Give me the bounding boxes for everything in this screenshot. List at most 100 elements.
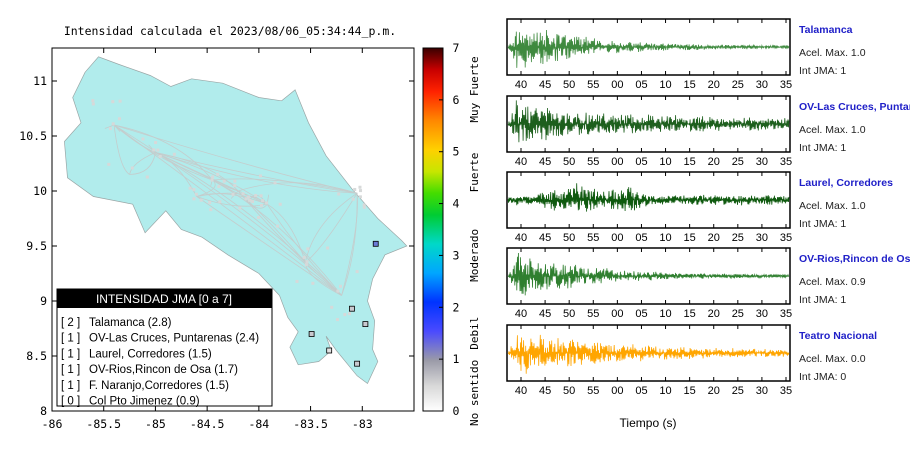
background-station-marker bbox=[154, 141, 158, 145]
waveform-x-tick-label: 35 bbox=[780, 79, 792, 91]
legend-item-label: Laurel, Corredores (1.5) bbox=[89, 348, 212, 360]
road-line bbox=[305, 192, 358, 263]
road-line bbox=[113, 124, 213, 181]
background-station-marker bbox=[248, 198, 252, 202]
background-station-marker bbox=[141, 137, 145, 141]
waveform-x-tick-label: 15 bbox=[684, 156, 696, 168]
max-acceleration: Acel. Max. 0.9 bbox=[799, 276, 866, 288]
intensity-station-marker bbox=[354, 360, 361, 367]
legend-title: INTENSIDAD JMA [0 a 7] bbox=[96, 292, 232, 306]
intensity-station-marker bbox=[308, 331, 315, 337]
map-y-tick-label: 10.5 bbox=[19, 129, 47, 143]
waveform-x-tick-label: 35 bbox=[780, 308, 792, 320]
waveform-x-tick-label: 00 bbox=[611, 232, 623, 244]
waveform-x-tick-label: 55 bbox=[587, 156, 599, 168]
waveform-x-tick-label: 30 bbox=[756, 385, 768, 397]
waveform-x-tick-label: 40 bbox=[515, 232, 527, 244]
waveform-trace bbox=[507, 100, 790, 143]
waveform-x-tick-label: 40 bbox=[515, 308, 527, 320]
background-station-marker bbox=[172, 152, 176, 156]
colorbar-tick-label: 4 bbox=[453, 197, 460, 211]
map-y-tick-label: 11 bbox=[33, 74, 47, 88]
background-station-marker bbox=[244, 197, 248, 201]
background-station-marker bbox=[358, 185, 362, 189]
background-station-marker bbox=[304, 263, 308, 267]
road-line bbox=[266, 203, 306, 263]
waveform-x-tick-label: 05 bbox=[635, 385, 647, 397]
legend-items: [ 2 ] Talamanca (2.8) [ 1 ] OV-Las Cruces, … bbox=[61, 317, 259, 408]
background-station-marker bbox=[218, 200, 222, 204]
background-station-marker bbox=[330, 305, 334, 309]
map-y-tick-label: 8.5 bbox=[26, 349, 47, 363]
background-station-marker bbox=[362, 203, 366, 207]
waveform-x-tick-label: 25 bbox=[732, 308, 744, 320]
map-y-tick-label: 10 bbox=[33, 184, 47, 198]
waveform-x-tick-label: 10 bbox=[659, 156, 671, 168]
waveform-x-tick-label: 25 bbox=[732, 79, 744, 91]
waveform-x-tick-label: 50 bbox=[563, 232, 575, 244]
background-station-marker bbox=[118, 99, 122, 103]
background-station-marker bbox=[211, 175, 215, 179]
background-station-marker bbox=[210, 178, 214, 182]
map-x-tick-label: -84 bbox=[248, 417, 269, 431]
legend-item-level: [ 0 ] bbox=[61, 396, 80, 408]
background-station-marker bbox=[276, 224, 280, 228]
waveform-panel: 40 45 50 55 00 05 10 15 20 25 30 35 Talamanca Acel. M… bbox=[506, 18, 866, 91]
legend-item-level: [ 2 ] bbox=[61, 317, 80, 329]
colorbar-tick-label: 3 bbox=[453, 248, 460, 262]
waveform-x-tick-label: 45 bbox=[539, 156, 551, 168]
waveform-x-tick-label: 30 bbox=[756, 156, 768, 168]
waveform-trace bbox=[507, 252, 790, 296]
waveform-x-tick-label: 55 bbox=[587, 308, 599, 320]
background-station-marker bbox=[111, 122, 115, 126]
legend-item-label: OV-Las Cruces, Puntarenas (2.4) bbox=[89, 333, 259, 345]
legend-item-level: [ 1 ] bbox=[61, 380, 80, 392]
station-name: Talamanca bbox=[799, 24, 853, 36]
background-station-marker bbox=[302, 255, 306, 259]
background-station-marker bbox=[259, 203, 263, 207]
background-station-marker bbox=[273, 181, 277, 185]
waveform-x-tick-label: 20 bbox=[708, 79, 720, 91]
background-station-marker bbox=[254, 193, 258, 197]
waveform-x-tick-label: 25 bbox=[732, 232, 744, 244]
colorbar-category-label: Moderado bbox=[468, 229, 481, 282]
intensity-legend: INTENSIDAD JMA [0 a 7] [ 2 ] Talamanca (2… bbox=[56, 288, 273, 408]
waveform-x-tick-label: 15 bbox=[684, 79, 696, 91]
colorbar bbox=[422, 47, 444, 412]
waveform-x-tick-label: 10 bbox=[659, 79, 671, 91]
background-station-marker bbox=[257, 216, 261, 220]
background-station-marker bbox=[231, 192, 235, 196]
road-line bbox=[113, 124, 130, 175]
waveform-x-tick-label: 05 bbox=[635, 232, 647, 244]
background-station-marker bbox=[343, 313, 347, 317]
waveform-x-tick-label: 55 bbox=[587, 385, 599, 397]
background-station-marker bbox=[216, 172, 220, 176]
road-line bbox=[238, 182, 358, 194]
road-line bbox=[104, 124, 115, 129]
max-acceleration: Acel. Max. 1.0 bbox=[799, 200, 866, 212]
background-station-marker bbox=[336, 289, 340, 293]
road-line bbox=[196, 193, 268, 205]
waveform-x-tick-label: 20 bbox=[708, 156, 720, 168]
jma-intensity: Int JMA: 1 bbox=[799, 142, 846, 154]
waveform-x-tick-label: 35 bbox=[780, 156, 792, 168]
station-name: OV-Rios,Rincon de Osa bbox=[799, 253, 910, 265]
waveform-x-tick-label: 30 bbox=[756, 308, 768, 320]
colorbar-category-label: Debil bbox=[468, 317, 481, 350]
background-station-marker bbox=[91, 102, 95, 106]
waveform-panel: 40 45 50 55 00 05 10 15 20 25 30 35 OV-Las Cruces, P… bbox=[506, 95, 910, 168]
jma-intensity: Int JMA: 0 bbox=[799, 371, 846, 383]
legend-item-label: Talamanca (2.8) bbox=[89, 317, 172, 329]
waveform-x-tick-label: 30 bbox=[756, 232, 768, 244]
waveform-x-tick-label: 40 bbox=[515, 156, 527, 168]
legend-box bbox=[56, 288, 273, 407]
background-station-marker bbox=[359, 189, 363, 193]
background-station-marker bbox=[335, 318, 339, 322]
background-station-marker bbox=[355, 270, 359, 274]
background-station-marker bbox=[194, 192, 198, 196]
colorbar-tick-label: 1 bbox=[453, 352, 460, 366]
background-station-marker bbox=[306, 247, 310, 251]
road-line bbox=[212, 178, 358, 194]
waveform-x-tick-label: 10 bbox=[659, 232, 671, 244]
